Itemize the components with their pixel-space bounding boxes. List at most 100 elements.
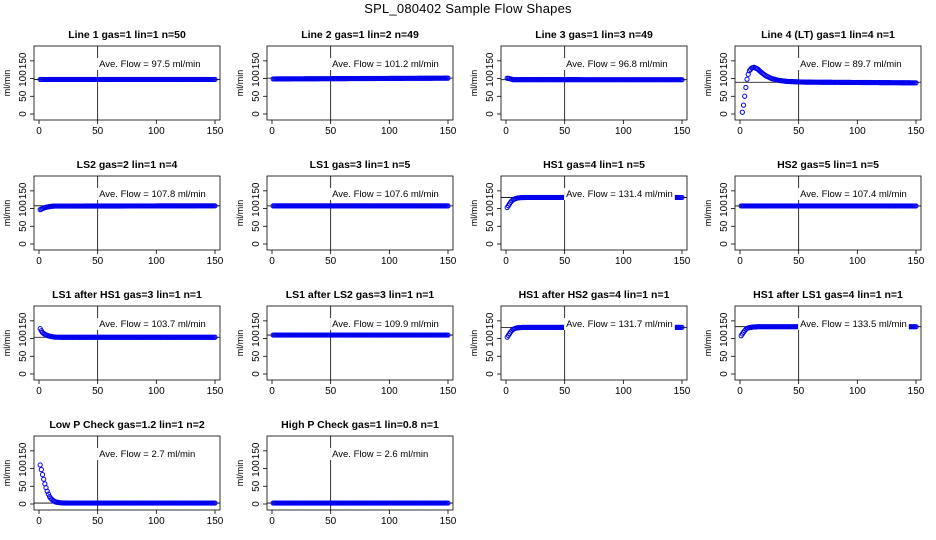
- x-tick-label: 50: [559, 386, 571, 397]
- data-point: [679, 324, 685, 330]
- y-tick-label: 150: [18, 182, 29, 199]
- x-tick-label: 150: [207, 126, 224, 137]
- panel-title: Line 3 gas=1 lin=3 n=49: [535, 29, 653, 41]
- panel-title: LS1 after HS1 gas=3 lin=1 n=1: [52, 289, 202, 301]
- x-tick-label: 150: [440, 256, 457, 267]
- x-tick-label: 100: [148, 516, 165, 527]
- panel-title: HS1 after LS1 gas=4 lin=1 n=1: [753, 289, 903, 301]
- average-flow-label: Ave. Flow = 96.8 ml/min: [566, 59, 667, 70]
- x-tick-label: 150: [674, 256, 691, 267]
- x-tick-label: 100: [615, 386, 632, 397]
- data-point: [445, 332, 451, 338]
- annotation-background: [798, 58, 904, 70]
- y-tick-label: 150: [18, 52, 29, 69]
- x-tick-label: 100: [615, 126, 632, 137]
- panel: LS2 gas=2 lin=1 n=40 50 100 150050100150ml/…: [2, 159, 224, 267]
- data-point: [38, 467, 44, 473]
- data-point: [913, 203, 919, 209]
- x-tick-label: 0: [503, 386, 509, 397]
- y-tick-label: 0: [251, 371, 262, 377]
- panel: High P Check gas=1 lin=0.8 n=10 50 100 1500…: [235, 419, 457, 527]
- panel-title: HS1 gas=4 lin=1 n=5: [543, 159, 645, 171]
- data-point: [445, 75, 451, 81]
- y-tick-label: 0: [251, 501, 262, 507]
- x-tick-label: 100: [381, 516, 398, 527]
- x-tick-label: 150: [440, 386, 457, 397]
- x-tick-label: 0: [503, 256, 509, 267]
- y-tick-label: 50: [485, 220, 496, 232]
- x-tick-label: 50: [92, 516, 104, 527]
- panel: LS1 gas=3 lin=1 n=50 50 100 150050100150ml/…: [235, 159, 457, 267]
- x-tick-label: 0: [737, 126, 743, 137]
- x-tick-label: 150: [207, 516, 224, 527]
- x-tick-label: 50: [793, 256, 805, 267]
- average-flow-label: Ave. Flow = 131.7 ml/min: [566, 319, 673, 330]
- x-tick-label: 50: [92, 256, 104, 267]
- average-flow-label: Ave. Flow = 107.6 ml/min: [332, 189, 439, 200]
- average-flow-label: Ave. Flow = 97.5 ml/min: [99, 59, 200, 70]
- panel-title: Line 2 gas=1 lin=2 n=49: [301, 29, 419, 41]
- panel: Line 1 gas=1 lin=1 n=500 50 100 15005010015…: [2, 29, 224, 137]
- y-tick-label: 150: [485, 312, 496, 329]
- x-tick-label: 100: [148, 256, 165, 267]
- panel: HS2 gas=5 lin=1 n=50 50 100 150050100150ml/…: [703, 159, 925, 267]
- average-flow-label: Ave. Flow = 131.4 ml/min: [566, 189, 673, 200]
- y-tick-label: 150: [251, 312, 262, 329]
- y-axis-label: ml/min: [703, 70, 713, 97]
- data-point: [41, 476, 47, 482]
- x-tick-label: 50: [325, 126, 337, 137]
- panel: HS1 after HS2 gas=4 lin=1 n=10 50 100 15005…: [469, 289, 691, 397]
- x-tick-label: 50: [559, 256, 571, 267]
- y-tick-label: 150: [18, 442, 29, 459]
- x-tick-label: 50: [793, 386, 805, 397]
- data-point: [212, 500, 218, 506]
- panel: Line 2 gas=1 lin=2 n=490 50 100 15005010015…: [235, 29, 457, 137]
- x-tick-label: 50: [325, 516, 337, 527]
- x-tick-label: 0: [269, 386, 275, 397]
- panel: Low P Check gas=1.2 lin=1 n=20 50 100 15005…: [2, 419, 224, 527]
- y-tick-label: 50: [719, 350, 730, 362]
- plot-frame: [266, 305, 454, 381]
- y-tick-label: 50: [18, 480, 29, 492]
- average-flow-label: Ave. Flow = 133.5 ml/min: [800, 319, 907, 330]
- annotation-background: [330, 58, 441, 70]
- plot-frame: [500, 45, 688, 121]
- panel-title: LS2 gas=2 lin=1 n=4: [77, 159, 178, 171]
- x-tick-label: 100: [381, 386, 398, 397]
- y-axis-label: ml/min: [2, 200, 12, 227]
- panel: Line 3 gas=1 lin=3 n=490 50 100 15005010015…: [469, 29, 691, 137]
- panel: LS1 after LS2 gas=3 lin=1 n=10 50 100 15005…: [235, 289, 457, 397]
- y-axis-label: ml/min: [703, 330, 713, 357]
- annotation-background: [97, 318, 208, 330]
- plot-frame: [266, 45, 454, 121]
- x-tick-label: 100: [849, 386, 866, 397]
- x-tick-label: 0: [737, 386, 743, 397]
- y-tick-label: 150: [719, 52, 730, 69]
- y-axis-label: ml/min: [469, 70, 479, 97]
- average-flow-label: Ave. Flow = 107.4 ml/min: [800, 189, 907, 200]
- panel-title: Line 1 gas=1 lin=1 n=50: [68, 29, 186, 41]
- x-tick-label: 150: [908, 126, 925, 137]
- data-point: [740, 102, 747, 108]
- y-axis-label: ml/min: [235, 70, 245, 97]
- data-point: [679, 77, 685, 83]
- y-tick-label: 150: [485, 182, 496, 199]
- y-tick-label: 0: [719, 111, 730, 117]
- y-axis-label: ml/min: [469, 330, 479, 357]
- y-tick-label: 100: [18, 70, 29, 87]
- y-tick-label: 100: [485, 70, 496, 87]
- panel-title: HS2 gas=5 lin=1 n=5: [777, 159, 879, 171]
- y-tick-label: 100: [251, 200, 262, 217]
- average-flow-label: Ave. Flow = 89.7 ml/min: [800, 59, 901, 70]
- y-tick-label: 50: [485, 90, 496, 102]
- y-tick-label: 100: [719, 330, 730, 347]
- plot-frame: [33, 45, 221, 121]
- y-tick-label: 100: [251, 70, 262, 87]
- y-axis-label: ml/min: [469, 200, 479, 227]
- y-tick-label: 0: [719, 371, 730, 377]
- data-point: [743, 84, 749, 91]
- y-tick-label: 0: [251, 111, 262, 117]
- y-tick-label: 0: [18, 501, 29, 507]
- y-axis-label: ml/min: [2, 460, 12, 487]
